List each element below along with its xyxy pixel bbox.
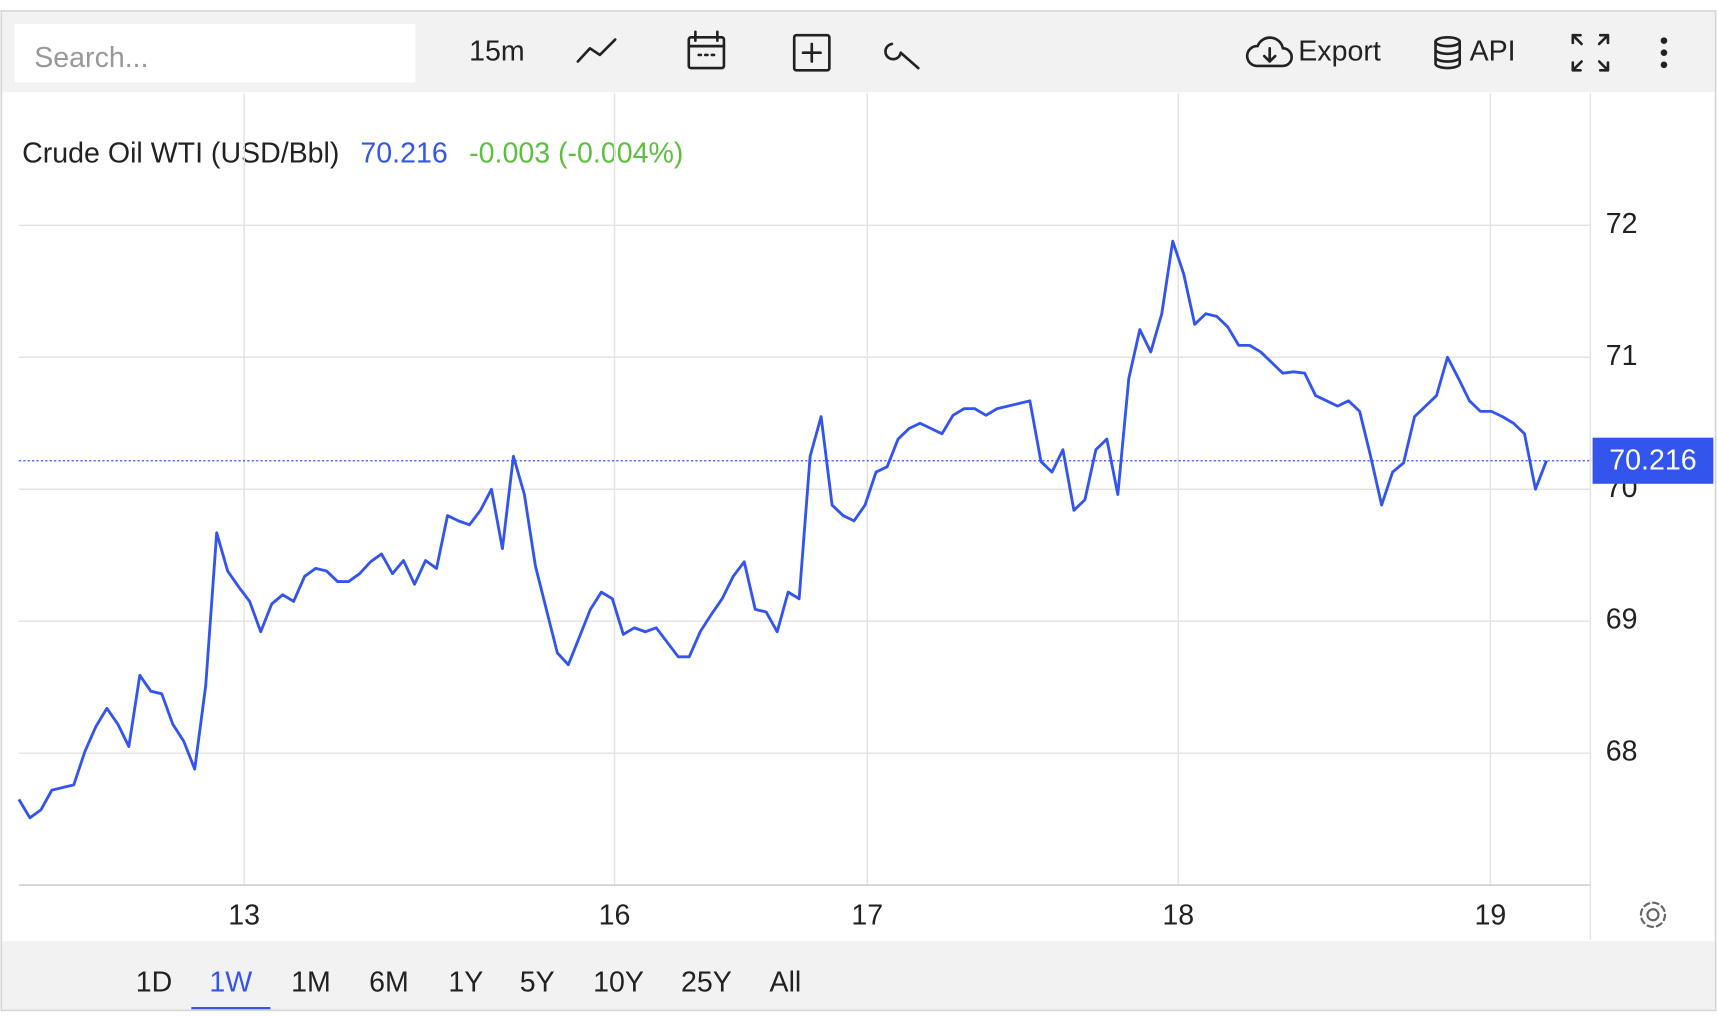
api-button[interactable]: API: [1470, 35, 1516, 67]
chart-title: Crude Oil WTI (USD/Bbl): [22, 137, 339, 169]
range-button[interactable]: 1M: [291, 967, 331, 999]
price-line: [17, 239, 1548, 820]
menu-icon[interactable]: [1660, 37, 1668, 69]
search-box[interactable]: [14, 24, 416, 83]
interval-button[interactable]: 15m: [469, 35, 525, 67]
chart-type-icon[interactable]: [576, 38, 617, 63]
range-button[interactable]: 1D: [136, 967, 173, 999]
last-price-label: 70.216: [1609, 444, 1696, 476]
x-tick-label: 17: [851, 900, 883, 932]
search-placeholder[interactable]: Search...: [34, 42, 148, 74]
range-button[interactable]: 25Y: [681, 967, 732, 999]
chart-settings-icon[interactable]: [1639, 901, 1667, 928]
calendar-icon[interactable]: [687, 30, 726, 70]
range-button[interactable]: 1W: [209, 967, 252, 999]
add-icon[interactable]: [792, 33, 831, 72]
frame: [0, 10, 1717, 1012]
header-price: 70.216: [360, 137, 447, 169]
y-tick-label: 69: [1606, 604, 1638, 636]
range-bar: [2, 941, 1715, 1010]
x-tick-label: 18: [1162, 900, 1194, 932]
x-tick-label: 13: [228, 900, 260, 932]
export-icon[interactable]: [1245, 36, 1293, 68]
export-button[interactable]: Export: [1298, 35, 1381, 67]
header-change: -0.003 (-0.004%): [469, 137, 683, 169]
y-tick-label: 68: [1606, 736, 1638, 768]
y-tick-label: 72: [1606, 208, 1638, 240]
range-button[interactable]: 5Y: [520, 967, 555, 999]
api-icon[interactable]: [1434, 36, 1462, 70]
x-tick-label: 19: [1474, 900, 1506, 932]
range-button[interactable]: 10Y: [593, 967, 644, 999]
last-price-tag: [1592, 437, 1714, 484]
range-active-underline: [191, 1007, 271, 1010]
range-button[interactable]: 1Y: [448, 967, 483, 999]
y-tick-label: 71: [1606, 340, 1638, 372]
x-tick-label: 16: [599, 900, 631, 932]
range-button[interactable]: 6M: [369, 967, 409, 999]
range-button[interactable]: All: [770, 967, 802, 999]
fullscreen-icon[interactable]: [1571, 33, 1610, 72]
settings-tool-icon[interactable]: [884, 42, 920, 70]
